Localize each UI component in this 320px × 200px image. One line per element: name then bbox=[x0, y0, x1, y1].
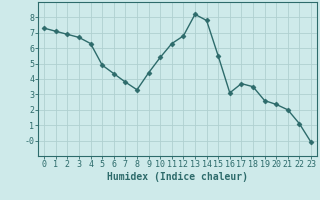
X-axis label: Humidex (Indice chaleur): Humidex (Indice chaleur) bbox=[107, 172, 248, 182]
